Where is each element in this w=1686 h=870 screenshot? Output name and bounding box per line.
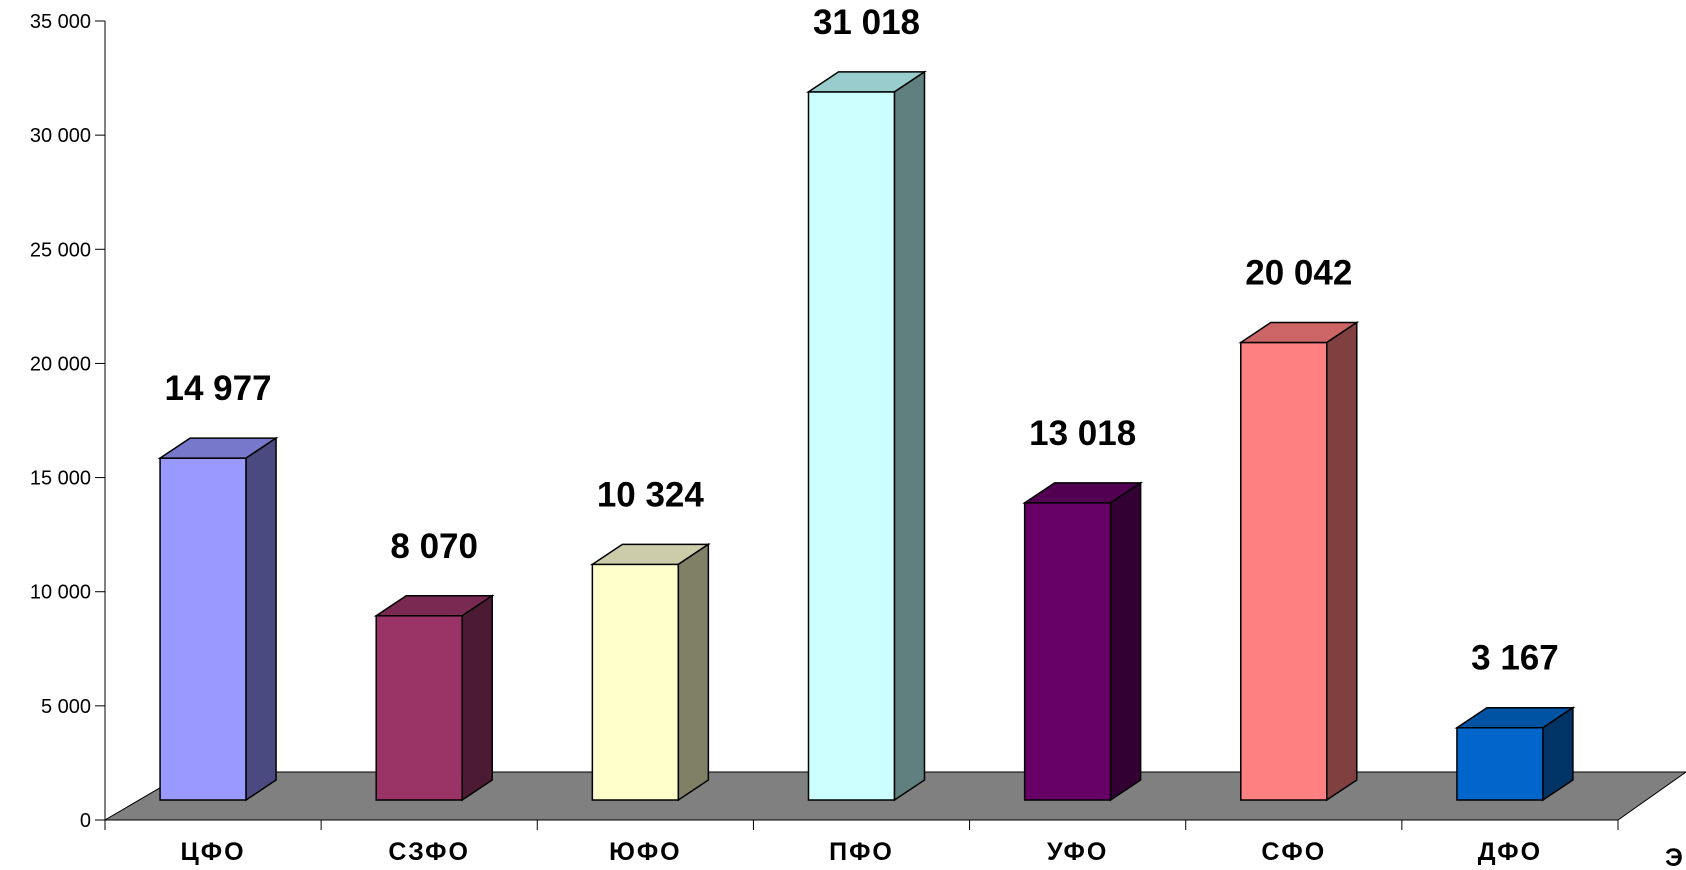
bar-group: [157, 70, 1576, 802]
bar: [1454, 706, 1576, 802]
bar: [589, 542, 711, 802]
y-tick-label: 30 000: [30, 125, 91, 147]
data-label: 20 042: [1245, 253, 1352, 292]
x-tick-label: ДФО: [1478, 838, 1542, 866]
x-tick-label: ПФО: [829, 838, 894, 866]
y-tick-label: 20 000: [30, 353, 91, 375]
y-tick-label: 0: [80, 810, 91, 832]
bar: [1238, 321, 1360, 802]
x-tick-label: СЗФО: [388, 838, 470, 866]
data-label: 3 167: [1471, 639, 1559, 678]
bar: [1022, 481, 1144, 802]
data-label: 8 070: [390, 527, 478, 566]
edge-glyph: Э: [1665, 844, 1683, 870]
data-label-group: 14 977 8 070 10 324 31 018 13 018 20 042 3 167: [165, 3, 1559, 678]
data-label: 14 977: [165, 369, 272, 408]
bar-front: [375, 615, 463, 801]
bar-side: [1542, 706, 1574, 802]
data-label: 13 018: [1029, 414, 1136, 453]
bar-front: [1240, 341, 1328, 801]
bar-front: [591, 563, 680, 801]
bar-front: [1456, 726, 1544, 801]
data-label: 31 018: [813, 3, 920, 42]
x-tick-label: ЮФО: [609, 838, 682, 866]
bar: [373, 594, 495, 802]
y-tick-label: 10 000: [30, 582, 91, 604]
bar-front: [1023, 502, 1112, 801]
y-tick-label: 35 000: [30, 11, 91, 33]
x-tick-label: УФО: [1047, 838, 1108, 866]
y-tick-label: 15 000: [30, 468, 91, 490]
bar-side: [893, 70, 926, 802]
bar-side: [1109, 481, 1142, 802]
bar-side: [1326, 321, 1358, 802]
y-tick-label: 5 000: [41, 696, 91, 718]
bar-front: [159, 457, 247, 801]
x-tick-label: СФО: [1261, 838, 1326, 866]
bar: [157, 436, 279, 802]
x-tick-label: ЦФО: [181, 838, 246, 866]
data-label: 10 324: [597, 475, 705, 514]
bar-front: [807, 91, 896, 801]
bar-side: [461, 594, 493, 802]
x-axis: ЦФО СЗФО ЮФО ПФО УФО СФО ДФО: [104, 819, 1619, 866]
bar-side: [245, 436, 277, 802]
bar: [806, 70, 927, 802]
y-axis: 0 5 000 10 000 15 000 20 000 25 000 30 000 35 0…: [30, 11, 106, 832]
bar-side: [677, 542, 710, 802]
y-tick-label: 25 000: [30, 239, 91, 261]
